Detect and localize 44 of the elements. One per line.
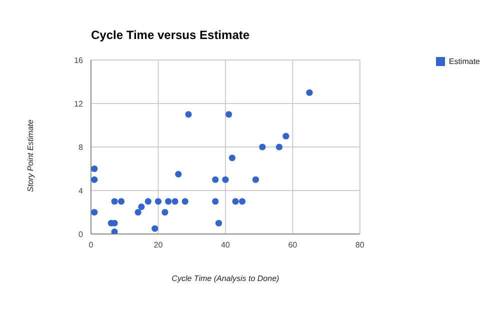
x-tick-label: 20	[154, 240, 164, 250]
y-tick-label: 4	[78, 186, 84, 196]
point	[212, 198, 219, 205]
point	[91, 176, 98, 183]
point	[165, 198, 172, 205]
y-axis-title: Story Point Estimate	[26, 118, 35, 192]
point	[162, 208, 168, 216]
point	[182, 198, 188, 205]
point	[111, 198, 118, 205]
point	[111, 228, 118, 234]
point	[282, 132, 290, 140]
point	[215, 220, 222, 226]
point	[232, 198, 239, 205]
point	[152, 225, 158, 232]
point	[252, 176, 259, 183]
x-tick-label: 0	[88, 240, 94, 250]
y-tick-label: 0	[78, 230, 84, 239]
y-tick-label: 8	[78, 142, 84, 152]
point	[222, 176, 229, 183]
point	[306, 89, 313, 96]
y-tick-label: 16	[74, 56, 84, 65]
point	[228, 154, 236, 162]
point	[172, 198, 178, 205]
point	[238, 198, 246, 205]
point	[276, 144, 283, 150]
point	[185, 111, 192, 118]
chart-title: Cycle Time versus Estimate	[91, 28, 250, 42]
x-tick-label: 40	[220, 240, 230, 250]
point	[212, 176, 219, 183]
point	[138, 204, 145, 210]
point	[259, 144, 266, 150]
point	[118, 198, 125, 205]
point	[144, 198, 152, 205]
x-tick-label: 80	[355, 240, 365, 250]
point	[91, 165, 98, 172]
point	[154, 198, 162, 205]
point	[91, 208, 98, 216]
legend-label: Estimate	[448, 57, 480, 66]
x-tick-label: 60	[288, 240, 298, 250]
point	[175, 170, 182, 178]
x-axis-title: Cycle Time (Analysis to Done)	[172, 274, 280, 283]
point	[134, 208, 142, 216]
point	[226, 111, 232, 118]
y-tick-label: 12	[74, 99, 84, 108]
